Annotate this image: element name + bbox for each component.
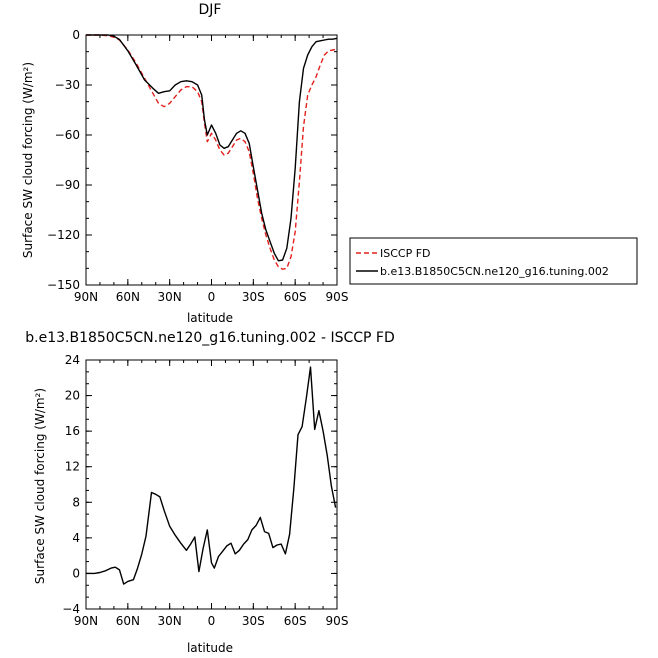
- x-tick-label: 30S: [242, 290, 265, 304]
- x-tick-label: 60N: [116, 614, 140, 628]
- x-tick-label: 90N: [74, 290, 98, 304]
- top-chart-legend: ISCCP FD b.e13.B1850C5CN.ne120_g16.tuning…: [349, 237, 638, 285]
- y-tick-label: 24: [65, 353, 80, 367]
- y-tick-label: 16: [65, 424, 80, 438]
- x-tick-label: 90N: [74, 614, 98, 628]
- x-tick-label: 60N: [116, 290, 140, 304]
- x-tick-label: 90S: [326, 290, 349, 304]
- y-tick-label: −90: [55, 178, 80, 192]
- y-tick-label: −150: [47, 278, 80, 292]
- x-tick-label: 90S: [326, 614, 349, 628]
- series-line-1: [86, 34, 338, 262]
- series-line-0: [86, 366, 337, 585]
- x-tick-label: 0: [208, 614, 216, 628]
- plot-frame: [85, 359, 338, 610]
- top-chart-title: DJF: [199, 2, 222, 18]
- x-tick-label: 60S: [284, 614, 307, 628]
- bottom-chart-title: b.e13.B1850C5CN.ne120_g16.tuning.002 - I…: [25, 330, 395, 346]
- y-tick-label: 8: [72, 495, 80, 509]
- top-chart-series-group: [86, 34, 338, 270]
- top-chart-x-label: latitude: [187, 311, 233, 325]
- x-tick-label: 0: [208, 290, 216, 304]
- x-tick-label: 60S: [284, 290, 307, 304]
- x-tick-label: 30S: [242, 614, 265, 628]
- y-tick-label: 0: [72, 566, 80, 580]
- legend-label-0: ISCCP FD: [380, 247, 431, 260]
- top-chart-y-label: Surface SW cloud forcing (W/m²): [21, 62, 35, 258]
- series-line-0: [86, 34, 338, 270]
- bottom-chart-y-label: Surface SW cloud forcing (W/m²): [33, 388, 47, 584]
- y-tick-label: −60: [55, 128, 80, 142]
- top-chart-panel: DJF 90N 60N 30N 0 30S 60S 90S 0 −30 −60 −90 −120 −15…: [21, 2, 638, 325]
- y-tick-label: 20: [65, 389, 80, 403]
- bottom-chart-x-label: latitude: [187, 641, 233, 655]
- legend-label-1: b.e13.B1850C5CN.ne120_g16.tuning.002: [380, 265, 609, 278]
- y-tick-label: −120: [47, 228, 80, 242]
- top-chart-axes: 90N 60N 30N 0 30S 60S 90S 0 −30 −60 −90 −120 −150: [47, 28, 348, 304]
- x-tick-label: 30N: [158, 614, 182, 628]
- y-tick-label: 12: [65, 460, 80, 474]
- bottom-chart-axes: 90N 60N 30N 0 30S 60S 90S 24 20 16 12 8 4 0 −4: [62, 353, 348, 628]
- y-tick-label: −4: [62, 602, 80, 616]
- y-tick-label: 4: [72, 531, 80, 545]
- bottom-chart-panel: b.e13.B1850C5CN.ne120_g16.tuning.002 - I…: [25, 330, 395, 655]
- plot-frame: [85, 34, 338, 286]
- legend-box: [349, 237, 638, 285]
- y-tick-label: 0: [72, 28, 80, 42]
- y-tick-label: −30: [55, 78, 80, 92]
- x-tick-label: 30N: [158, 290, 182, 304]
- bottom-chart-series-group: [86, 366, 337, 585]
